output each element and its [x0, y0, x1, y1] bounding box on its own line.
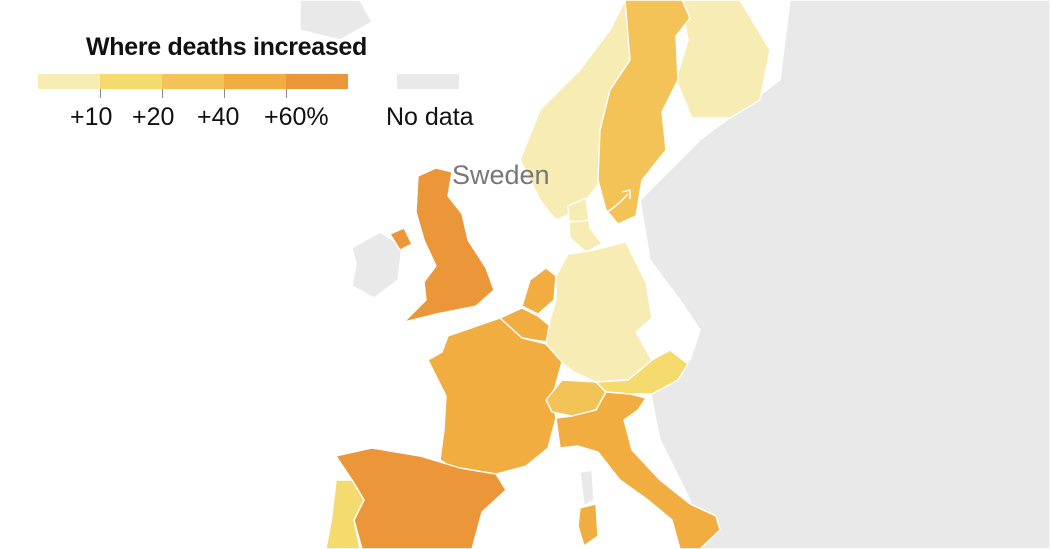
legend-tick-label: +40 — [197, 103, 240, 131]
legend-no-data-label: No data — [386, 103, 474, 131]
region-iceland — [299, 0, 373, 41]
sweden-annotation-label: Sweden — [452, 160, 550, 190]
region-northern-ireland — [389, 227, 413, 251]
sweden-arrow — [515, 193, 629, 223]
legend-tick — [100, 89, 101, 98]
region-netherlands — [521, 267, 557, 315]
region-sardinia — [577, 503, 599, 547]
legend-swatch-1 — [100, 74, 162, 89]
region-sweden — [597, 0, 691, 225]
legend-tick-label: +20 — [132, 103, 175, 131]
legend-swatch-2 — [162, 74, 224, 89]
legend-tick-label: +60% — [264, 103, 329, 131]
region-italy — [555, 391, 721, 549]
legend-swatch-3 — [224, 74, 286, 89]
legend: Where deaths increased +10 +20 +40 +60% … — [0, 0, 520, 140]
legend-tick — [224, 89, 225, 98]
legend-tick — [286, 89, 287, 98]
region-portugal — [325, 479, 365, 549]
region-denmark — [567, 197, 603, 253]
legend-swatch-0 — [38, 74, 100, 89]
sweden-arrow-head — [621, 189, 631, 199]
region-eastern-europe — [639, 0, 1050, 549]
region-united-kingdom — [403, 167, 495, 323]
region-corsica — [579, 469, 595, 507]
legend-tick-label: +10 — [70, 103, 113, 131]
region-france — [427, 317, 563, 475]
legend-tick — [162, 89, 163, 98]
legend-swatch-4 — [286, 74, 348, 89]
region-germany — [545, 241, 655, 383]
legend-swatch-nodata — [397, 74, 459, 89]
legend-title: Where deaths increased — [86, 33, 368, 61]
region-finland — [675, 0, 771, 119]
region-ireland — [351, 231, 403, 299]
